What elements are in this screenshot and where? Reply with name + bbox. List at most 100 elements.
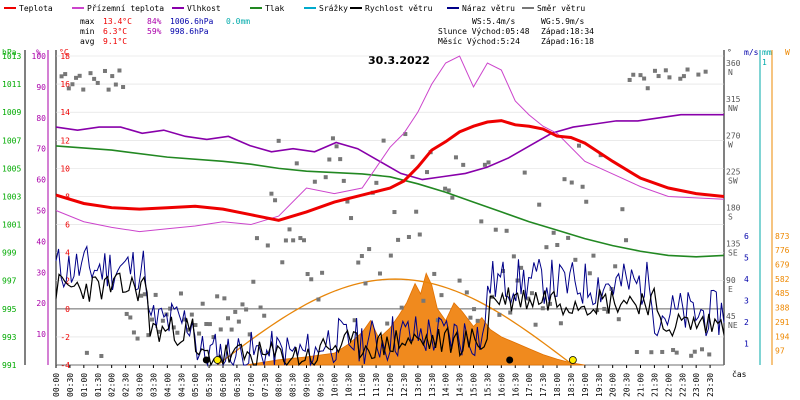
wind-dir-point — [406, 234, 411, 239]
wind-dir-point — [254, 236, 259, 241]
temp-tick-label: -2 — [60, 333, 70, 342]
wind-dir-point — [511, 254, 516, 259]
ground-temp-line — [55, 55, 725, 233]
x-tick-label: 23:30 — [706, 373, 715, 397]
x-tick-label: 06:00 — [219, 373, 228, 397]
legend-label: Rychlost větru — [365, 4, 433, 13]
wind-dir-point — [233, 309, 238, 314]
legend-label: Srážky — [319, 4, 348, 13]
x-tick-label: 14:00 — [442, 373, 451, 397]
x-tick-label: 04:30 — [177, 373, 186, 397]
w-tick-label: 97 — [775, 347, 785, 356]
x-tick-label: 09:30 — [316, 373, 325, 397]
wind-dir-point — [160, 318, 165, 323]
wind-dir-point — [558, 321, 563, 326]
dir-tick-deg: 45 — [726, 312, 736, 321]
wind-dir-point — [359, 254, 364, 259]
wind-dir-point — [106, 87, 111, 92]
pressure-line — [55, 145, 725, 258]
wind-dir-point — [327, 157, 332, 162]
temp-tick-label: 0 — [65, 305, 70, 314]
wind-dir-point — [544, 245, 549, 250]
wind-dir-point — [645, 86, 650, 91]
wind-dir-point — [587, 271, 592, 276]
wind-dir-point — [425, 170, 430, 175]
pct-tick-label: 100 — [32, 52, 47, 61]
wind-dir-point — [142, 292, 147, 297]
mm-axis-title: mm — [762, 48, 772, 57]
pct-tick-label: 80 — [36, 114, 46, 123]
pct-tick-label: 20 — [36, 299, 46, 308]
wind-dir-point — [689, 353, 694, 358]
pct-tick-label: 90 — [36, 83, 46, 92]
wind-dir-point — [631, 72, 636, 77]
x-tick-label: 13:00 — [414, 373, 423, 397]
wind-dir-point — [99, 353, 104, 358]
wind-dir-point — [197, 331, 202, 336]
hpa-tick-label: 991 — [2, 361, 17, 370]
wind-dir-point — [153, 292, 158, 297]
wind-dir-point — [537, 202, 542, 207]
x-tick-label: 06:30 — [233, 373, 242, 397]
x-tick-label: 18:30 — [567, 373, 576, 397]
x-tick-label: 03:00 — [136, 373, 145, 397]
wind-dir-point — [356, 260, 361, 265]
wind-dir-point — [450, 195, 455, 200]
x-tick-label: 22:00 — [664, 373, 673, 397]
dir-tick-name: SE — [728, 249, 738, 258]
wind-dir-point — [309, 277, 314, 282]
w-axis-title: W — [785, 48, 790, 57]
wind-dir-point — [200, 301, 205, 306]
x-tick-label: 02:30 — [122, 373, 131, 397]
legend-label: Vlhkost — [187, 4, 221, 13]
pct-tick-label: 40 — [36, 237, 46, 246]
chart-title: 30.3.2022 — [368, 54, 430, 67]
wind-dir-point — [258, 305, 263, 310]
x-tick-label: 17:30 — [539, 373, 548, 397]
dir-tick-name: S — [728, 213, 733, 222]
wind-dir-point — [334, 144, 339, 149]
stat-humidity: 59% — [147, 27, 162, 36]
x-tick-label: 03:30 — [149, 373, 158, 397]
wind-dir-point — [367, 247, 372, 252]
wind-dir-point — [175, 330, 180, 335]
hpa-axis-title: hPa — [2, 48, 17, 57]
dir-tick-name: N — [728, 68, 733, 77]
wind-dir-point — [624, 238, 629, 243]
info-wg: WG:5.9m/s — [541, 17, 585, 26]
dir-tick-name: W — [728, 140, 733, 149]
stat-rain: 0.0mm — [226, 17, 250, 26]
wind-dir-point — [468, 315, 473, 320]
wind-dir-point — [222, 296, 227, 301]
stat-temp: 9.1°C — [103, 37, 127, 46]
wind-dir-point — [102, 68, 107, 73]
wind-dir-point — [446, 188, 451, 193]
wind-dir-point — [501, 269, 506, 274]
wind-dir-point — [374, 180, 379, 185]
temp-tick-label: 4 — [65, 249, 70, 258]
wind-dir-point — [345, 199, 350, 204]
wind-dir-point — [236, 319, 241, 324]
x-tick-label: 04:00 — [163, 373, 172, 397]
wind-dir-point — [265, 243, 270, 248]
hpa-tick-label: 1011 — [2, 80, 21, 89]
wind-dir-point — [124, 311, 129, 316]
w-tick-label: 291 — [775, 318, 790, 327]
dir-tick-deg: 270 — [726, 131, 741, 140]
info-sun: Slunce Východ:05:48 — [438, 27, 530, 36]
x-labels: 00:00 00:30 01:00 01:30 02:00 02:30 03:00 03:30… — [52, 365, 747, 397]
wind-dir-point — [486, 160, 491, 165]
legend-label: Přízemní teplota — [87, 4, 164, 13]
wind-dir-point — [685, 67, 690, 72]
temp-tick-label: 2 — [65, 277, 70, 286]
wind-dir-point — [95, 80, 100, 85]
wind-dir-point — [377, 271, 382, 276]
wind-dir-point — [139, 293, 144, 298]
wind-dir-point — [461, 162, 466, 167]
hpa-tick-label: 995 — [2, 305, 17, 314]
info-ws: WS:5.4m/s — [472, 17, 516, 26]
x-tick-label: 01:30 — [94, 373, 103, 397]
hpa-tick-label: 1013 — [2, 52, 21, 61]
wind-direction-dots — [59, 67, 712, 358]
